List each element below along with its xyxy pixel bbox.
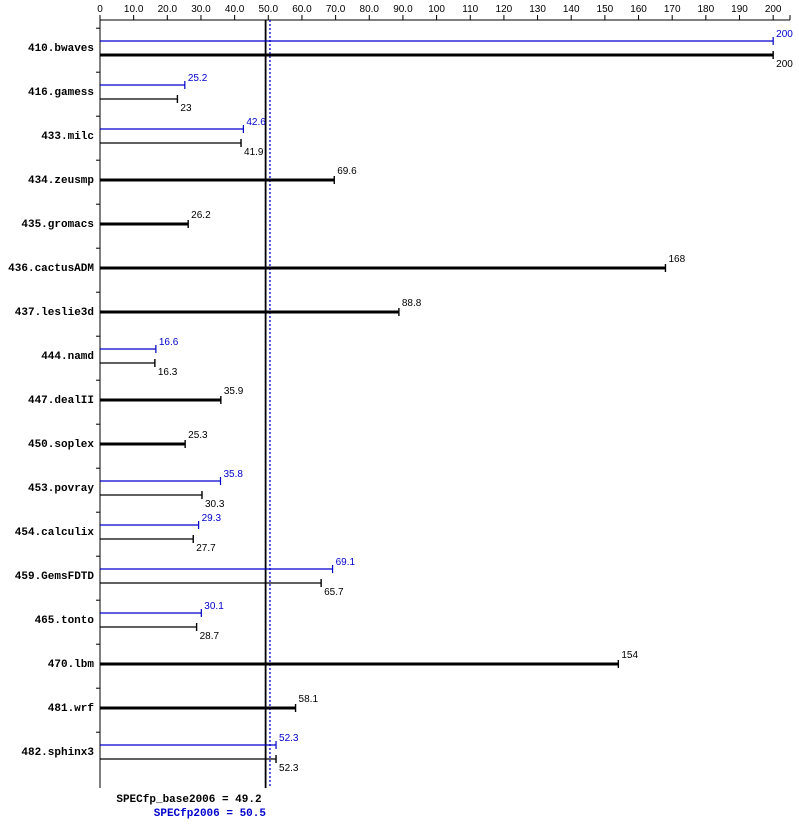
x-axis-tick-label: 120	[496, 4, 513, 15]
x-axis-tick-label: 90.0	[393, 4, 413, 15]
base-value-label: 28.7	[200, 631, 220, 642]
benchmark-label: 482.sphinx3	[21, 747, 94, 759]
peak-value-label: 35.8	[223, 469, 243, 480]
base-value-label: 88.8	[402, 298, 422, 309]
x-axis-tick-label: 70.0	[326, 4, 346, 15]
peak-value-label: 42.6	[246, 117, 266, 128]
benchmark-label: 433.milc	[41, 131, 94, 143]
x-axis-tick-label: 60.0	[292, 4, 312, 15]
benchmark-label: 444.namd	[41, 351, 94, 363]
benchmark-label: 447.dealII	[28, 395, 94, 407]
base-value-label: 58.1	[299, 694, 319, 705]
peak-value-label: 29.3	[202, 513, 222, 524]
base-value-label: 154	[621, 650, 638, 661]
x-axis-tick-label: 190	[731, 4, 748, 15]
benchmark-label: 435.gromacs	[21, 219, 94, 231]
base-value-label: 27.7	[196, 543, 216, 554]
x-axis-tick-label: 200	[765, 4, 782, 15]
x-axis-tick-label: 20.0	[158, 4, 178, 15]
benchmark-label: 436.cactusADM	[8, 263, 94, 275]
base-value-label: 35.9	[224, 386, 244, 397]
benchmark-label: 410.bwaves	[28, 43, 94, 55]
peak-value-label: 30.1	[204, 601, 224, 612]
base-value-label: 69.6	[337, 166, 357, 177]
summary-label: SPECfp_base2006 = 49.2	[116, 794, 261, 806]
x-axis-tick-label: 130	[529, 4, 546, 15]
benchmark-label: 481.wrf	[48, 703, 95, 715]
x-axis-tick-label: 0	[97, 4, 103, 15]
base-value-label: 16.3	[158, 367, 178, 378]
benchmark-label: 454.calculix	[15, 527, 95, 539]
chart-background	[0, 0, 799, 831]
base-value-label: 200	[776, 59, 793, 70]
base-value-label: 168	[668, 254, 685, 265]
x-axis-tick-label: 150	[597, 4, 614, 15]
peak-value-label: 16.6	[159, 337, 179, 348]
x-axis-tick-label: 170	[664, 4, 681, 15]
x-axis-tick-label: 30.0	[191, 4, 211, 15]
benchmark-label: 453.povray	[28, 483, 94, 495]
base-value-label: 41.9	[244, 147, 264, 158]
base-value-label: 26.2	[191, 210, 211, 221]
specfp2006-chart: 0 10.0 20.0 30.0 40.0 50.0 60.0 70.0 80.0 90.0 100…	[0, 0, 799, 831]
x-axis-tick-label: 50.0	[259, 4, 279, 15]
base-value-label: 30.3	[205, 499, 225, 510]
base-value-label: 23	[180, 103, 192, 114]
base-value-label: 25.3	[188, 430, 208, 441]
x-axis-tick-label: 160	[630, 4, 647, 15]
benchmark-label: 470.lbm	[48, 659, 95, 671]
benchmark-label: 459.GemsFDTD	[15, 571, 95, 583]
benchmark-label: 416.gamess	[28, 87, 94, 99]
base-value-label: 52.3	[279, 763, 299, 774]
peak-value-label: 200	[776, 29, 793, 40]
x-axis-tick-label: 10.0	[124, 4, 144, 15]
benchmark-label: 465.tonto	[35, 615, 95, 627]
peak-value-label: 25.2	[188, 73, 208, 84]
benchmark-label: 437.leslie3d	[15, 307, 94, 319]
benchmark-label: 450.soplex	[28, 439, 94, 451]
summary-label: SPECfp2006 = 50.5	[154, 808, 267, 820]
x-axis-tick-label: 180	[698, 4, 715, 15]
peak-value-label: 69.1	[336, 557, 356, 568]
peak-value-label: 52.3	[279, 733, 299, 744]
x-axis-tick-label: 80.0	[360, 4, 380, 15]
x-axis-tick-label: 140	[563, 4, 580, 15]
benchmark-label: 434.zeusmp	[28, 175, 94, 187]
x-axis-tick-label: 100	[428, 4, 445, 15]
x-axis-tick-label: 40.0	[225, 4, 245, 15]
x-axis-tick-label: 110	[462, 4, 478, 15]
base-value-label: 65.7	[324, 587, 344, 598]
